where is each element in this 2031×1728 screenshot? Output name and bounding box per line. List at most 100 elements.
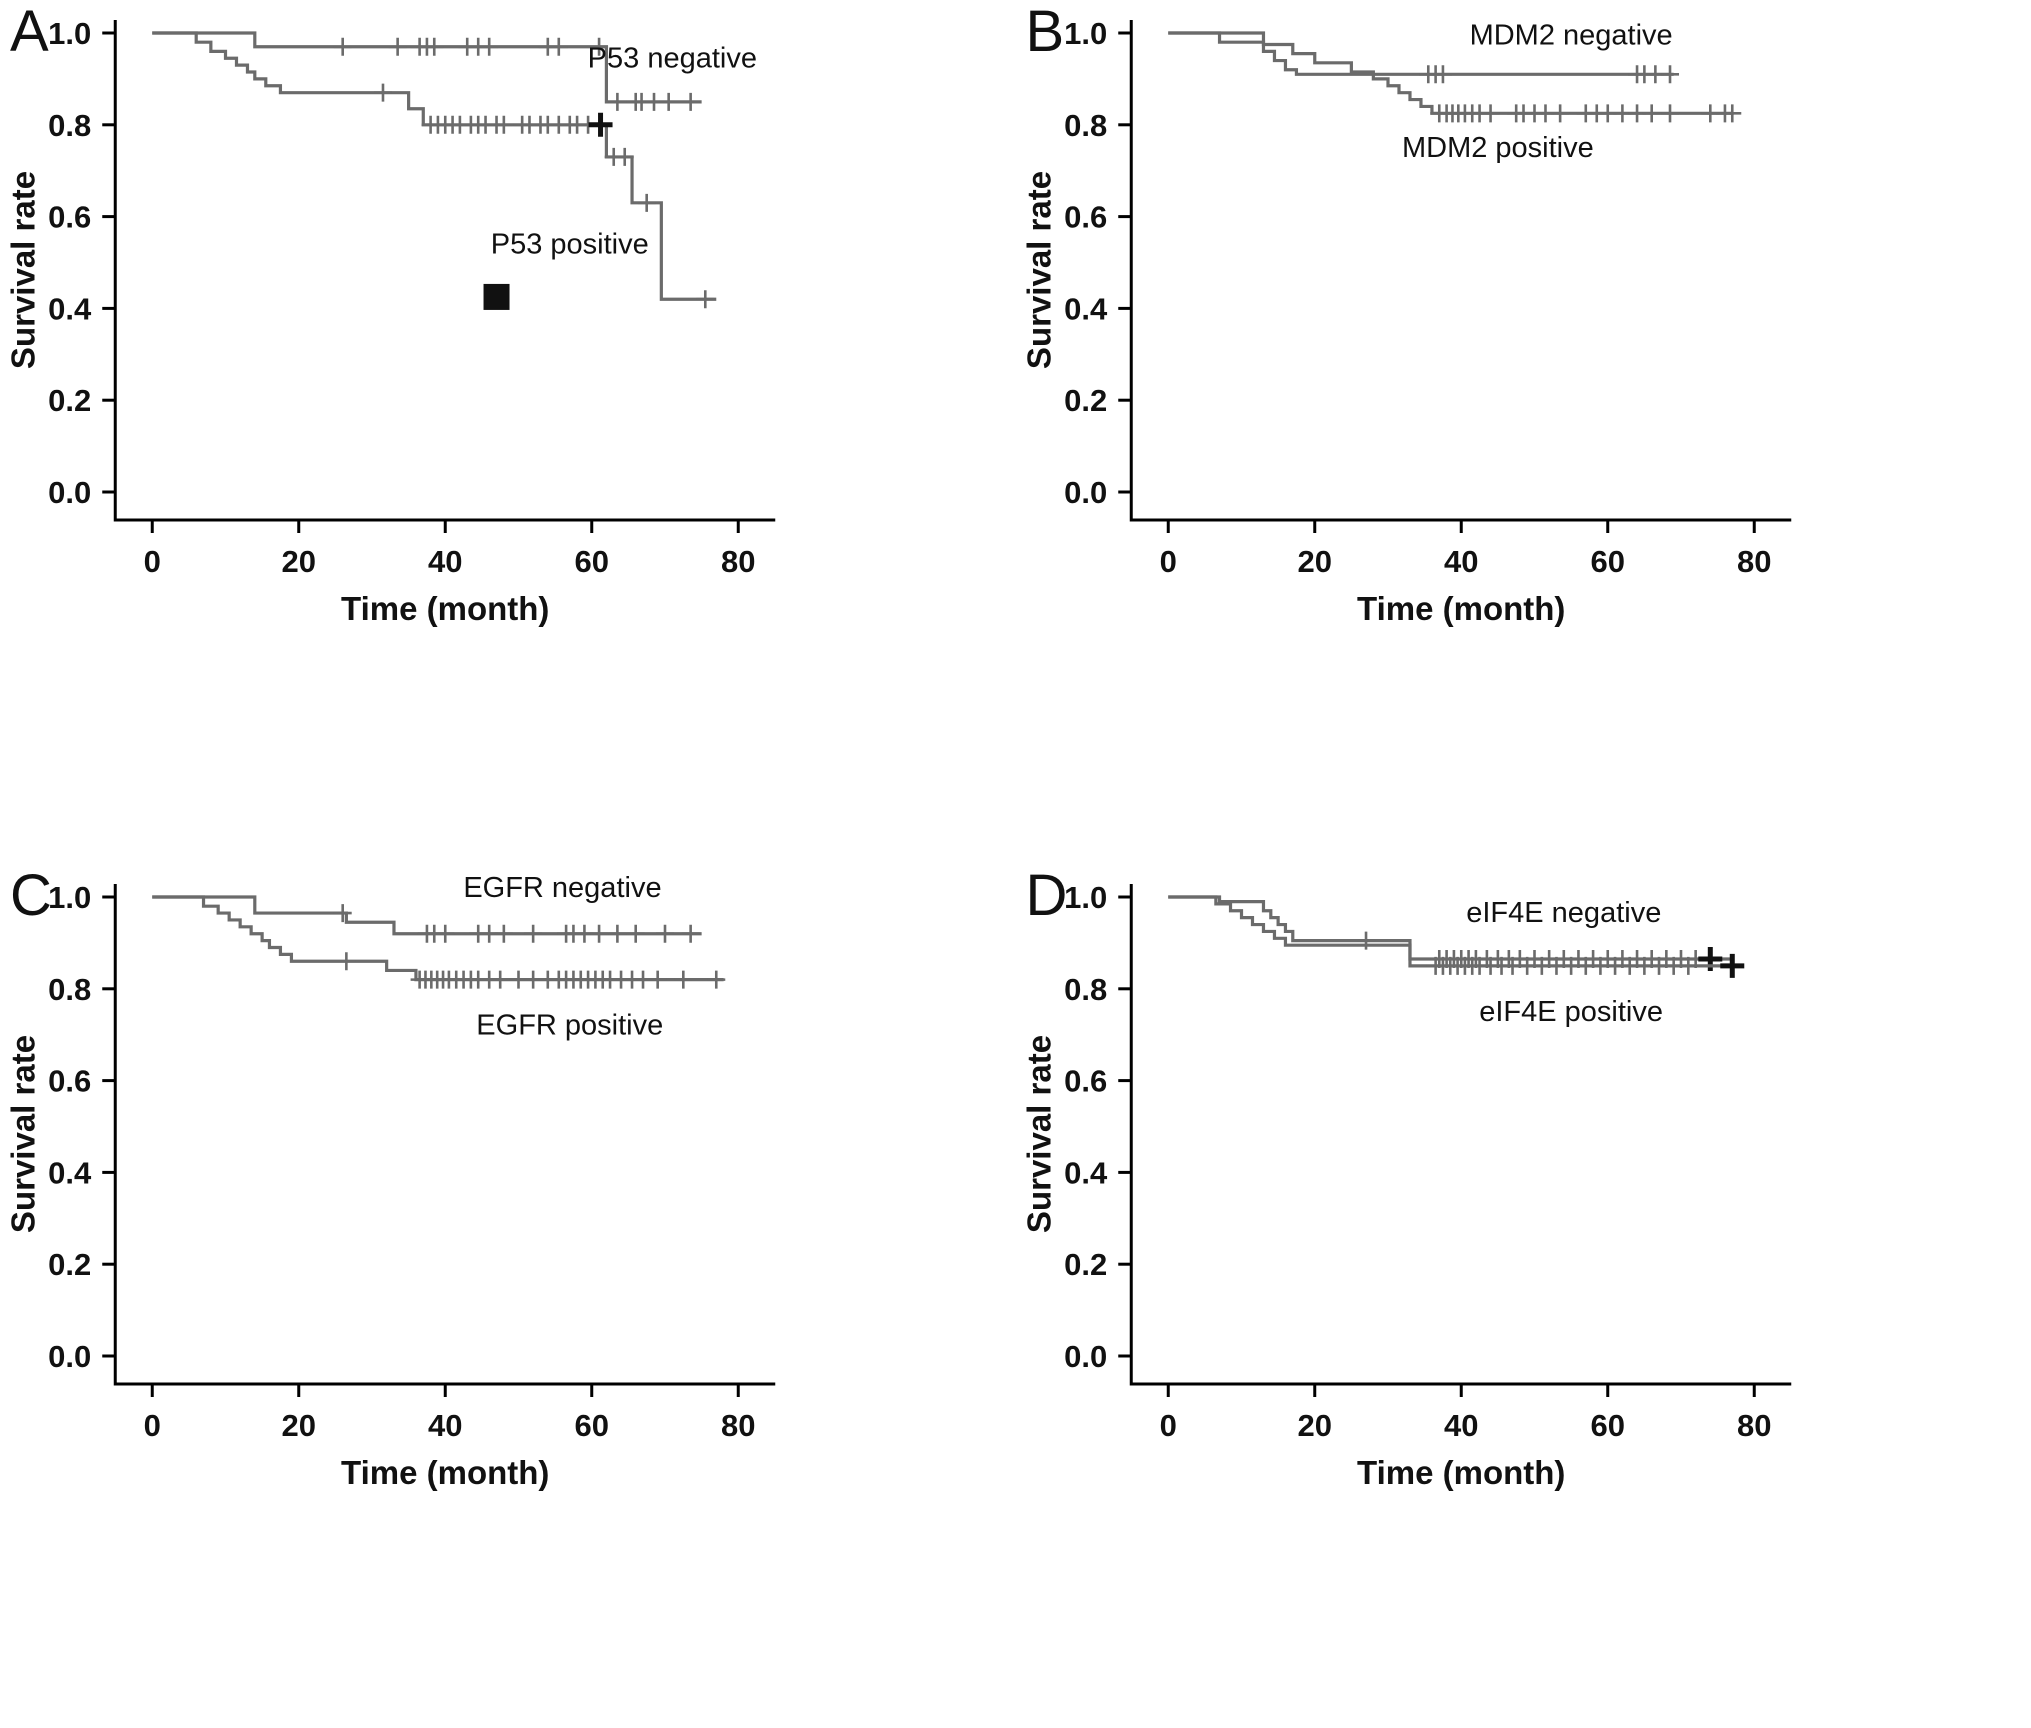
tick-labels: 0 20 40 60 80 0.0 0.2 0.4 0.6 0.8 1.0: [48, 880, 755, 1443]
y-tick-label: 0.2: [1064, 1247, 1107, 1282]
series-mdm2-negative: MDM2 negative: [1167, 19, 1679, 84]
axes: [1117, 20, 1791, 533]
y-axis-label: Survival rate: [4, 1035, 41, 1233]
censor-mark: [637, 193, 656, 212]
panel-letter-a: A: [10, 0, 50, 64]
series-eif4e-positive: eIF4E positive: [1167, 895, 1744, 1028]
km-chart-mdm2: 0 20 40 60 80 0.0 0.2 0.4 0.6 0.8 1.0 Time (month) S…: [1020, 16, 1791, 627]
censor-mark: [1433, 65, 1452, 84]
y-tick-label: 0.2: [48, 1247, 91, 1282]
x-tick-label: 60: [575, 544, 609, 579]
axes: [102, 20, 776, 533]
censor-mark: [674, 970, 693, 989]
censor-mark: [656, 924, 674, 943]
tick-labels: 0 20 40 60 80 0.0 0.2 0.4 0.6 0.8 1.0: [48, 16, 755, 579]
series-egfr-positive: EGFR positive: [152, 895, 726, 1042]
survival-curve: [1167, 895, 1732, 961]
censor-mark: [1642, 104, 1661, 123]
censor-mark: [1550, 104, 1569, 123]
censor-mark-bold: [588, 112, 613, 137]
series-label: P53 negative: [588, 42, 757, 74]
y-tick-label: 0.4: [48, 291, 92, 326]
km-panel-a: A 0 20 40 60 80 0.0 0.2 0.4 0.6 0.8 1.0 Time (month…: [0, 0, 1016, 864]
censor-mark: [494, 924, 513, 943]
y-tick-label: 0.8: [1064, 972, 1107, 1007]
series-p53-negative: P53 negative: [152, 31, 757, 111]
series-label: EGFR negative: [463, 872, 661, 904]
x-tick-label: 20: [1297, 1408, 1331, 1443]
censor-mark: [337, 952, 356, 971]
censor-mark: [373, 83, 392, 102]
y-tick-label: 0.4: [1064, 291, 1108, 326]
censor-mark: [425, 37, 444, 56]
axes: [102, 884, 776, 1397]
censor-mark: [333, 904, 352, 923]
survival-curve: [152, 895, 724, 982]
censor-mark-bold: [1719, 953, 1744, 978]
x-tick-label: 20: [1297, 544, 1331, 579]
y-tick-label: 0.2: [48, 383, 91, 418]
x-tick-label: 80: [1737, 544, 1771, 579]
censor-mark: [696, 290, 715, 309]
y-tick-label: 0.0: [1064, 1339, 1107, 1374]
censor-mark: [1722, 104, 1741, 123]
tick-labels: 0 20 40 60 80 0.0 0.2 0.4 0.6 0.8 1.0: [1064, 16, 1771, 579]
y-tick-label: 0.8: [1064, 108, 1107, 143]
series-label: P53 positive: [491, 228, 649, 260]
y-axis-label: Survival rate: [1020, 171, 1057, 369]
x-axis-label: Time (month): [1357, 1454, 1565, 1491]
tick-labels: 0 20 40 60 80 0.0 0.2 0.4 0.6 0.8 1.0: [1064, 880, 1771, 1443]
censor-mark: [549, 37, 568, 56]
y-tick-label: 1.0: [48, 880, 91, 915]
y-tick-label: 0.6: [48, 200, 91, 235]
censor-mark: [681, 92, 700, 111]
x-tick-label: 60: [1590, 1408, 1624, 1443]
km-panel-c: C 0 20 40 60 80 0.0 0.2 0.4 0.6 0.8 1.0 Time (month…: [0, 864, 1016, 1728]
x-tick-label: 0: [1159, 1408, 1176, 1443]
y-tick-label: 0.8: [48, 108, 91, 143]
censor-mark: [524, 924, 543, 943]
x-tick-label: 60: [575, 1408, 609, 1443]
x-tick-label: 80: [1737, 1408, 1771, 1443]
km-chart-eif4e: 0 20 40 60 80 0.0 0.2 0.4 0.6 0.8 1.0 Time (month) S…: [1020, 880, 1791, 1491]
x-tick-label: 40: [1444, 544, 1478, 579]
y-tick-label: 0.6: [48, 1064, 91, 1099]
km-panel-b: B 0 20 40 60 80 0.0 0.2 0.4 0.6 0.8 1.0 Time (month…: [1016, 0, 2031, 864]
x-tick-label: 80: [721, 544, 755, 579]
y-tick-label: 0.8: [48, 972, 91, 1007]
x-tick-label: 0: [144, 1408, 161, 1443]
y-tick-label: 0.0: [48, 475, 91, 510]
y-tick-label: 1.0: [1064, 880, 1107, 915]
y-tick-label: 0.0: [1064, 475, 1107, 510]
censor-mark: [494, 115, 513, 134]
x-tick-label: 60: [1590, 544, 1624, 579]
y-axis-label: Survival rate: [1020, 1035, 1057, 1233]
x-tick-label: 20: [282, 1408, 316, 1443]
survival-curve: [1167, 895, 1740, 968]
panel-letter-b: B: [1025, 0, 1066, 64]
censor-mark: [1678, 956, 1697, 975]
censor-mark: [480, 37, 499, 56]
censor-mark: [626, 924, 645, 943]
y-tick-label: 0.2: [1064, 383, 1107, 418]
x-axis-label: Time (month): [1357, 590, 1565, 627]
panel-letter-c: C: [10, 864, 53, 928]
censor-mark: [1660, 65, 1679, 84]
censor-mark: [590, 924, 609, 943]
axes: [1117, 884, 1791, 1397]
x-tick-label: 40: [428, 544, 462, 579]
x-tick-label: 0: [1159, 544, 1176, 579]
y-tick-label: 1.0: [1064, 16, 1107, 51]
x-tick-label: 40: [428, 1408, 462, 1443]
km-chart-p53: 0 20 40 60 80 0.0 0.2 0.4 0.6 0.8 1.0 Time (month) S…: [4, 16, 776, 627]
censor-mark: [608, 924, 627, 943]
y-tick-label: 0.0: [48, 1339, 91, 1374]
y-tick-label: 0.6: [1064, 200, 1107, 235]
km-chart-egfr: 0 20 40 60 80 0.0 0.2 0.4 0.6 0.8 1.0 Time (month) S…: [4, 872, 776, 1491]
series-label: EGFR positive: [476, 1010, 663, 1042]
y-tick-label: 1.0: [48, 16, 91, 51]
y-tick-label: 0.6: [1064, 1064, 1107, 1099]
series-label: eIF4E negative: [1466, 897, 1661, 929]
censor-mark: [1481, 104, 1500, 123]
